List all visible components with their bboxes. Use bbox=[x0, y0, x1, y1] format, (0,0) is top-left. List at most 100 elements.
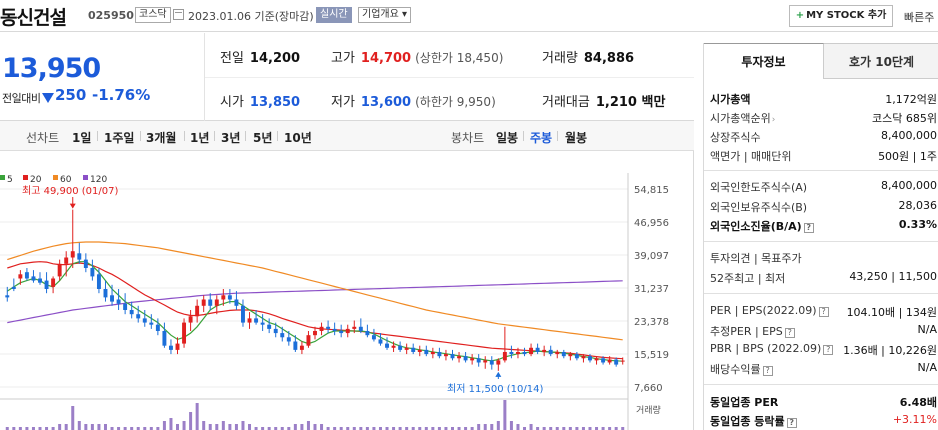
volume-bar bbox=[372, 427, 376, 430]
tab-invest-info[interactable]: 투자정보 bbox=[704, 43, 824, 79]
help-icon[interactable]: ? bbox=[818, 307, 829, 317]
chart-toolbar: 선차트 1일 1주일 3개월 1년 3년 5년 10년 봉차트 일봉 주봉 월봉 bbox=[0, 121, 694, 151]
volume-bar bbox=[516, 424, 520, 430]
volume-bar bbox=[346, 427, 350, 430]
candle-body bbox=[548, 349, 553, 355]
candle-body bbox=[234, 299, 239, 306]
candle-body bbox=[267, 324, 272, 329]
candle-weekly[interactable]: 주봉 bbox=[530, 131, 553, 145]
tab-hoga-10[interactable]: 호가 10단계 bbox=[824, 43, 938, 79]
candle-body bbox=[227, 295, 232, 300]
candle-body bbox=[522, 351, 527, 355]
market-badge: 코스닥 bbox=[135, 7, 171, 23]
period-10y[interactable]: 10년 bbox=[284, 131, 312, 145]
volume-bar bbox=[5, 427, 9, 430]
help-icon[interactable]: ? bbox=[786, 418, 797, 428]
period-3y[interactable]: 3년 bbox=[221, 131, 241, 145]
y-tick-label: 46,956 bbox=[634, 218, 669, 229]
candle-body bbox=[70, 251, 75, 258]
candle-body bbox=[483, 360, 488, 363]
candle-body bbox=[123, 303, 128, 310]
candle-body bbox=[620, 360, 625, 362]
volume-bar bbox=[529, 424, 533, 430]
candle-body bbox=[273, 328, 278, 334]
market-cap-row: 시가총액 1,172억원 bbox=[710, 93, 937, 106]
help-icon[interactable]: ? bbox=[784, 328, 795, 338]
change-label: 전일대비 bbox=[2, 92, 41, 105]
chevron-right-icon[interactable]: › bbox=[771, 115, 776, 125]
candle-body bbox=[555, 351, 560, 355]
volume-bar bbox=[300, 424, 304, 430]
help-icon[interactable]: ? bbox=[823, 345, 834, 355]
add-mystock-button[interactable]: + MY STOCK 추가 bbox=[789, 5, 893, 27]
volume-bar bbox=[228, 424, 232, 430]
volume-bar bbox=[123, 427, 127, 430]
volume-bar bbox=[274, 427, 278, 430]
quick-link[interactable]: 빠른주 bbox=[904, 11, 935, 24]
volume-bar bbox=[437, 427, 441, 430]
toolbar-separator bbox=[184, 131, 185, 141]
candle-daily[interactable]: 일봉 bbox=[496, 131, 519, 145]
sector-change-row: 동일업종 등락률? +3.11% bbox=[710, 413, 937, 428]
corp-info-dropdown[interactable]: 기업개요 ▾ bbox=[358, 7, 411, 23]
candle-monthly[interactable]: 월봉 bbox=[565, 131, 588, 145]
volume-bar bbox=[169, 418, 173, 430]
quote-divider bbox=[204, 33, 205, 121]
volume-bar bbox=[51, 427, 55, 430]
legend-swatch bbox=[0, 175, 5, 180]
market-cap-rank-row: 시가총액순위› 코스닥 685위 bbox=[710, 112, 937, 125]
prev-close: 전일 14,200 bbox=[220, 51, 301, 66]
period-1d[interactable]: 1일 bbox=[72, 131, 92, 145]
candle-body bbox=[352, 326, 357, 329]
candle-body bbox=[129, 309, 134, 315]
volume-bar bbox=[221, 421, 225, 430]
pbr-bps-row: PBR | BPS (2022.09)? 1.36배 | 10,226원 bbox=[710, 342, 937, 357]
period-1w[interactable]: 1주일 bbox=[104, 131, 135, 145]
volume-bar bbox=[431, 427, 435, 430]
volume-bar bbox=[162, 421, 166, 430]
high-price: 고가 14,700 (상한가 18,450) bbox=[331, 51, 504, 66]
candle-body bbox=[83, 259, 88, 269]
candle-body bbox=[168, 345, 173, 350]
realtime-button[interactable]: 실시간 bbox=[316, 7, 352, 23]
plus-icon: + bbox=[795, 10, 805, 21]
volume-bar bbox=[536, 427, 540, 430]
candle-body bbox=[116, 299, 121, 304]
candle-body bbox=[142, 318, 147, 323]
volume-bar bbox=[313, 424, 317, 430]
volume-bar bbox=[156, 427, 160, 430]
volume-bar bbox=[326, 427, 330, 430]
candle-body bbox=[535, 347, 540, 352]
volume-bar bbox=[45, 427, 49, 430]
volume-bar bbox=[287, 427, 291, 430]
volume-bar bbox=[195, 403, 199, 430]
candle-body bbox=[182, 322, 187, 344]
volume-bar bbox=[234, 424, 238, 430]
volume-bar bbox=[424, 427, 428, 430]
period-5y[interactable]: 5년 bbox=[253, 131, 273, 145]
candle-body bbox=[208, 299, 213, 306]
price-chart[interactable]: 54,815 46,956 39,097 31,237 23,378 15,519 7,66… bbox=[0, 151, 694, 430]
candle-body bbox=[18, 274, 23, 279]
down-triangle-icon bbox=[42, 93, 54, 103]
period-3m[interactable]: 3개월 bbox=[146, 131, 177, 145]
week52-row: 52주최고 | 최저 43,250 | 11,500 bbox=[710, 270, 937, 285]
panel-divider bbox=[704, 384, 938, 385]
legend-label: 120 bbox=[90, 175, 107, 185]
trade-volume: 거래량 84,886 bbox=[542, 51, 635, 66]
help-icon[interactable]: ? bbox=[803, 223, 814, 233]
period-1y[interactable]: 1년 bbox=[190, 131, 210, 145]
candle-body bbox=[424, 349, 429, 355]
volume-bar bbox=[601, 427, 605, 430]
candle-body bbox=[358, 326, 363, 331]
candle-body bbox=[24, 272, 29, 279]
legend-label: 20 bbox=[30, 175, 42, 185]
candle-body bbox=[195, 305, 200, 317]
candle-body bbox=[588, 356, 592, 361]
help-icon[interactable]: ? bbox=[762, 366, 773, 376]
candle-body bbox=[5, 295, 10, 298]
y-tick-label: 15,519 bbox=[634, 350, 669, 361]
legend-swatch bbox=[83, 175, 88, 180]
volume-bar bbox=[562, 427, 566, 430]
candle-body bbox=[201, 299, 206, 306]
